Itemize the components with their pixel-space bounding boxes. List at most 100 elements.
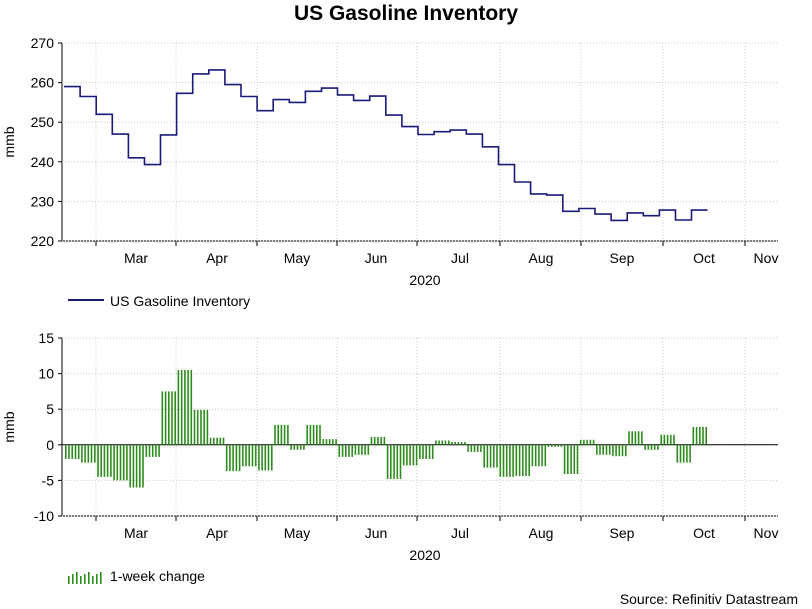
change-bar-stroke: [306, 424, 308, 445]
change-bar-stroke: [280, 424, 283, 445]
change-bar-stroke: [554, 444, 556, 447]
change-bar-stroke: [106, 444, 109, 477]
change-bar-stroke: [692, 427, 695, 445]
change-bar-stroke: [673, 434, 675, 445]
change-bar-stroke: [451, 442, 453, 445]
legend-bar-swatch-stroke: [84, 574, 86, 584]
change-bar-stroke: [113, 444, 115, 481]
change-bar-stroke: [354, 444, 357, 455]
change-bar-stroke: [522, 444, 524, 477]
change-bar-stroke: [666, 434, 669, 445]
change-bar-stroke: [103, 444, 106, 477]
change-bar-stroke: [534, 444, 537, 467]
change-bar-stroke: [116, 444, 119, 481]
y-tick-label-1-0: -10: [34, 508, 54, 524]
change-bar-stroke: [361, 444, 363, 455]
legend-bar-swatch-stroke: [76, 572, 78, 584]
change-bar: [435, 440, 450, 445]
change-bar-stroke: [122, 444, 125, 481]
change-bar-stroke: [316, 424, 318, 445]
change-bar-stroke: [399, 444, 402, 479]
x-month-label-0-2: May: [284, 250, 310, 266]
change-bar-stroke: [509, 444, 511, 477]
change-bar: [644, 444, 659, 450]
change-bar: [258, 444, 273, 471]
change-bar-stroke: [682, 444, 685, 463]
change-bar-stroke: [264, 444, 267, 471]
change-bar-stroke: [631, 431, 633, 445]
change-bar-stroke: [303, 444, 305, 450]
x-month-label-0-5: Aug: [529, 250, 554, 266]
change-bar-stroke: [164, 391, 167, 445]
change-bar-stroke: [644, 444, 646, 450]
change-bar-stroke: [161, 391, 164, 445]
change-bar-stroke: [563, 444, 566, 474]
change-bar-stroke: [560, 444, 563, 447]
change-bar-stroke: [238, 444, 241, 472]
change-bar-stroke: [547, 444, 550, 447]
change-bar-stroke: [512, 444, 514, 477]
change-bar-stroke: [480, 444, 482, 452]
change-bar-stroke: [267, 444, 270, 471]
change-bar-stroke: [87, 444, 90, 463]
change-bar-stroke: [84, 444, 86, 463]
change-bar-stroke: [505, 444, 508, 477]
change-bar: [161, 391, 176, 445]
change-bar: [97, 444, 112, 477]
y-tick-label-0-3: 250: [31, 114, 55, 130]
x-month-label-1-2: May: [284, 525, 310, 541]
change-bar-stroke: [293, 444, 296, 450]
change-bar-stroke: [225, 444, 228, 472]
change-bar: [628, 431, 643, 445]
change-bar-stroke: [184, 370, 186, 445]
change-bar-stroke: [277, 424, 279, 445]
change-bar-stroke: [206, 409, 209, 445]
change-bar-stroke: [438, 440, 440, 445]
x-month-label-0-4: Jul: [451, 250, 469, 266]
change-bar-stroke: [441, 440, 444, 445]
change-bar-stroke: [216, 437, 218, 445]
change-bar-stroke: [219, 437, 222, 445]
y-tick-label-1-3: 5: [46, 401, 54, 417]
y-tick-label-0-2: 240: [31, 154, 55, 170]
change-bar-stroke: [142, 444, 144, 488]
change-bar-stroke: [145, 444, 148, 457]
change-bar: [419, 444, 434, 459]
change-bar: [467, 444, 482, 452]
change-bar-stroke: [435, 440, 437, 445]
y-tick-label-1-2: 0: [46, 437, 54, 453]
change-bar-stroke: [370, 437, 373, 445]
change-bar-stroke: [415, 444, 418, 466]
change-bar-stroke: [650, 444, 653, 450]
change-bar-stroke: [357, 444, 360, 455]
change-bar-stroke: [705, 427, 707, 445]
change-bar-stroke: [657, 444, 659, 450]
change-bar-stroke: [319, 424, 321, 445]
change-bar-stroke: [647, 444, 650, 450]
change-bar-stroke: [261, 444, 263, 471]
change-bar-stroke: [618, 444, 621, 457]
change-bar: [483, 444, 498, 468]
change-bar-stroke: [702, 427, 704, 445]
change-bar: [225, 444, 241, 472]
change-bar-stroke: [502, 444, 505, 477]
change-bar-stroke: [139, 444, 141, 488]
x-month-label-0-7: Oct: [693, 250, 715, 266]
change-bar-stroke: [579, 439, 582, 445]
change-bar-stroke: [203, 409, 205, 445]
change-bar-stroke: [412, 444, 415, 466]
change-bar-stroke: [525, 444, 527, 477]
change-bar: [370, 437, 386, 445]
change-bar-stroke: [94, 444, 96, 463]
change-bar-stroke: [483, 444, 485, 468]
change-bar-stroke: [309, 424, 312, 445]
change-bar-stroke: [557, 444, 559, 447]
legend-bar-swatch-stroke: [72, 574, 74, 584]
change-bar-stroke: [663, 434, 666, 445]
change-bar-stroke: [576, 444, 579, 474]
change-bar-stroke: [68, 444, 70, 459]
change-bar-stroke: [454, 442, 456, 445]
change-bar-stroke: [396, 444, 399, 479]
change-bar: [660, 434, 675, 445]
y-tick-label-0-4: 260: [31, 75, 55, 91]
